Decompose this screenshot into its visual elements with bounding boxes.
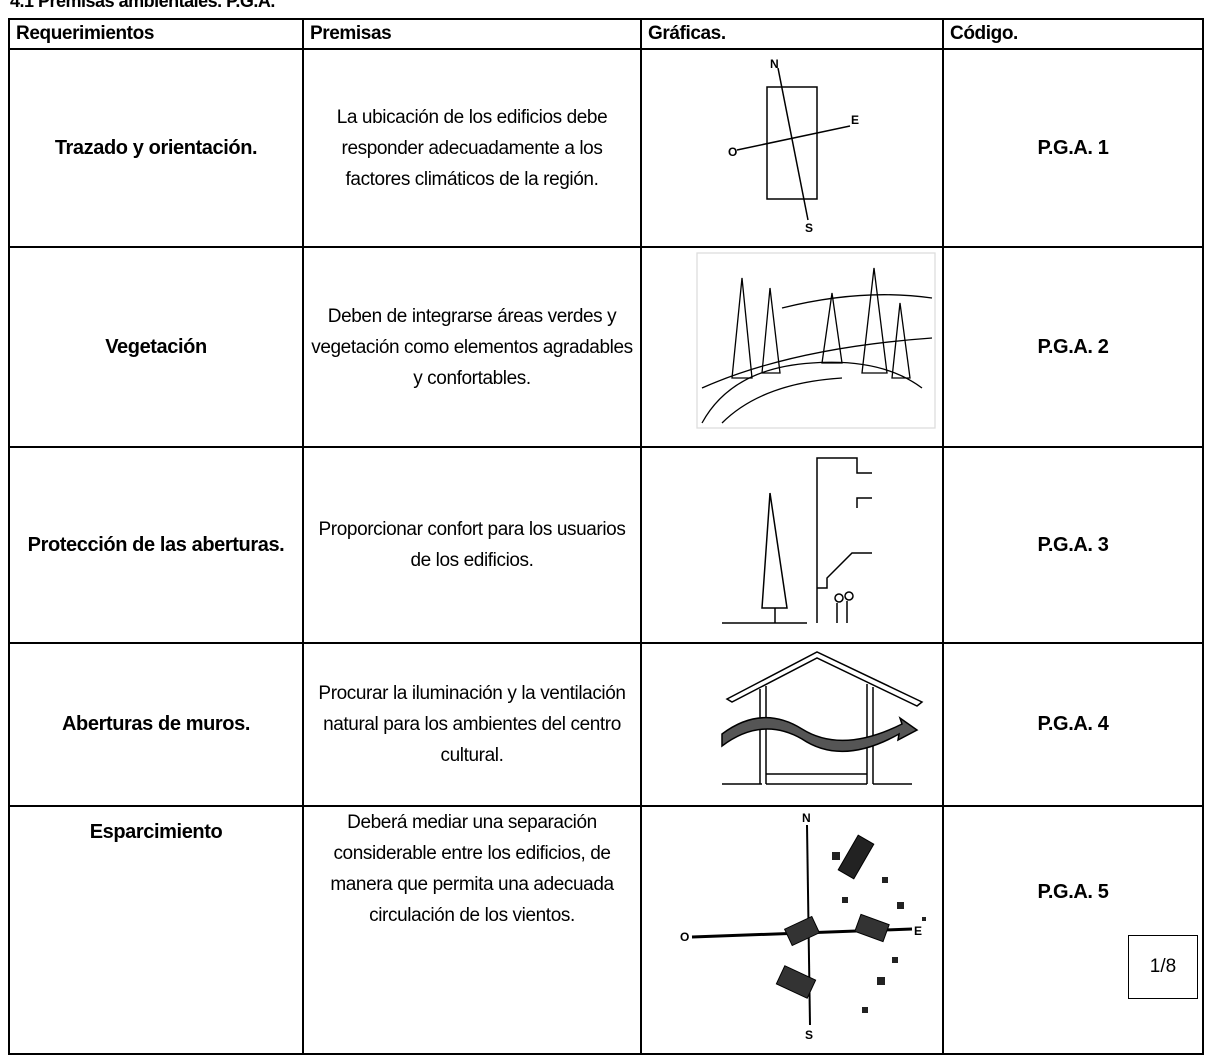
code: P.G.A. 5 [942,805,1204,1055]
header-cell: Premisas [302,18,642,50]
requirement: Esparcimiento [8,805,304,1055]
title: 4.1 Premisas ambientales. P.G.A. [10,0,275,11]
site-graphic: N E O S [680,811,926,1042]
graphic-cell: N E O S [640,48,944,248]
requirement: Protección de las aberturas. [8,446,304,644]
graphic-cell [640,642,944,807]
compass-label: N [802,811,810,825]
premise: Proporcionar confort para los usuarios d… [302,446,642,644]
premises-table: Requerimientos Premisas Gráficas. Código… [8,18,1204,1055]
compass-label: N [770,57,778,71]
premise: La ubicación de los edificios debe respo… [302,48,642,248]
premise: Deberá mediar una separación considerabl… [302,805,642,1055]
compass-label: E [851,113,859,127]
header-cell: Requerimientos [8,18,304,50]
row: Aberturas de muros. Procurar la iluminac… [8,642,1204,807]
requirement: Vegetación [8,246,304,448]
row: Esparcimiento Deberá mediar una separaci… [8,805,1204,1055]
vegetation-graphic [696,252,936,429]
page-number: 1/8 [1128,935,1198,999]
row: Protección de las aberturas. Proporciona… [8,446,1204,644]
code: P.G.A. 3 [942,446,1204,644]
premise: Deben de integrarse áreas verdes y veget… [302,246,642,448]
header-cell: Gráficas. [640,18,944,50]
compass-label: S [805,221,813,235]
code: P.G.A. 1 [942,48,1204,248]
graphic-cell [640,246,944,448]
requirement: Aberturas de muros. [8,642,304,807]
orientation-graphic: N E O S [728,57,859,235]
row: Trazado y orientación. La ubicación de l… [8,48,1204,248]
requirement: Trazado y orientación. [8,48,304,248]
code: P.G.A. 2 [942,246,1204,448]
compass-label: S [805,1028,813,1042]
compass-label: E [914,924,922,938]
opening-graphic [722,457,872,624]
header-cell: Código. [942,18,1204,50]
ventilation-graphic [721,651,924,785]
page: 4.1 Premisas ambientales. P.G.A. Requeri… [8,0,1204,1055]
header-row: Requerimientos Premisas Gráficas. Código… [8,18,1204,50]
code: P.G.A. 4 [942,642,1204,807]
graphic-cell: N E O S [640,805,944,1055]
graphic-cell [640,446,944,644]
compass-label: O [680,930,689,944]
row: Vegetación Deben de integrarse áreas ver… [8,246,1204,448]
compass-label: O [728,145,737,159]
premise: Procurar la iluminación y la ventilación… [302,642,642,807]
